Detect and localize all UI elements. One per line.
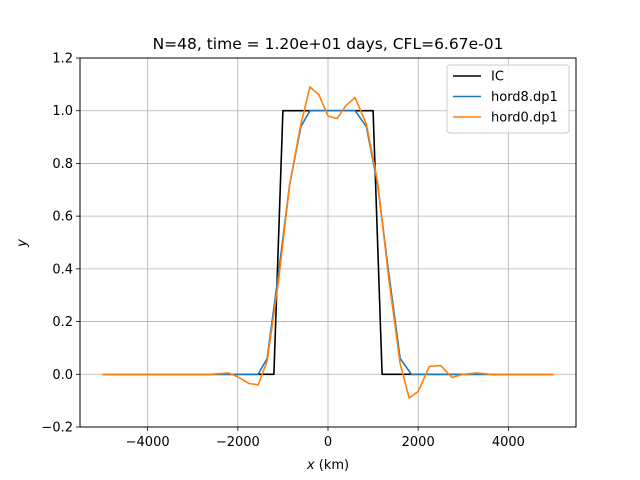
y-tick-label: −0.2 xyxy=(41,421,73,436)
x-axis-ticks: −4000 −2000 0 2000 4000 xyxy=(126,427,525,450)
x-tick-label: 4000 xyxy=(492,435,525,450)
legend-label-hord0-dp1: hord0.dp1 xyxy=(491,111,558,126)
y-tick-label: 0.2 xyxy=(52,315,73,330)
legend-label-ic: IC xyxy=(491,70,504,85)
legend: IC hord8.dp1 hord0.dp1 xyxy=(446,64,570,134)
x-tick-label: −2000 xyxy=(216,435,260,450)
series-line-hord0-dp1 xyxy=(102,86,554,399)
y-tick-label: 0.6 xyxy=(52,210,73,225)
chart-title: N=48, time = 1.20e+01 days, CFL=6.67e-01 xyxy=(153,35,504,53)
legend-box xyxy=(446,64,570,134)
series-lines xyxy=(102,86,554,399)
x-tick-label: −4000 xyxy=(126,435,170,450)
x-axis-unit: (km) xyxy=(315,458,349,473)
grid-lines xyxy=(80,57,576,428)
y-tick-label: 0.0 xyxy=(52,368,73,383)
x-tick-label: 2000 xyxy=(402,435,435,450)
y-axis-label: y xyxy=(15,239,30,248)
y-tick-label: 1.0 xyxy=(52,104,73,119)
legend-label-hord8-dp1: hord8.dp1 xyxy=(491,90,558,105)
x-axis-label: x (km) xyxy=(306,458,349,473)
y-tick-label: 0.4 xyxy=(52,262,73,277)
y-axis-ticks: −0.2 0.0 0.2 0.4 0.6 0.8 1.0 1.2 xyxy=(41,52,80,436)
y-tick-label: 1.2 xyxy=(52,52,73,67)
x-tick-label: 0 xyxy=(324,435,332,450)
x-axis-variable: x xyxy=(306,458,315,473)
y-tick-label: 0.8 xyxy=(52,157,73,172)
